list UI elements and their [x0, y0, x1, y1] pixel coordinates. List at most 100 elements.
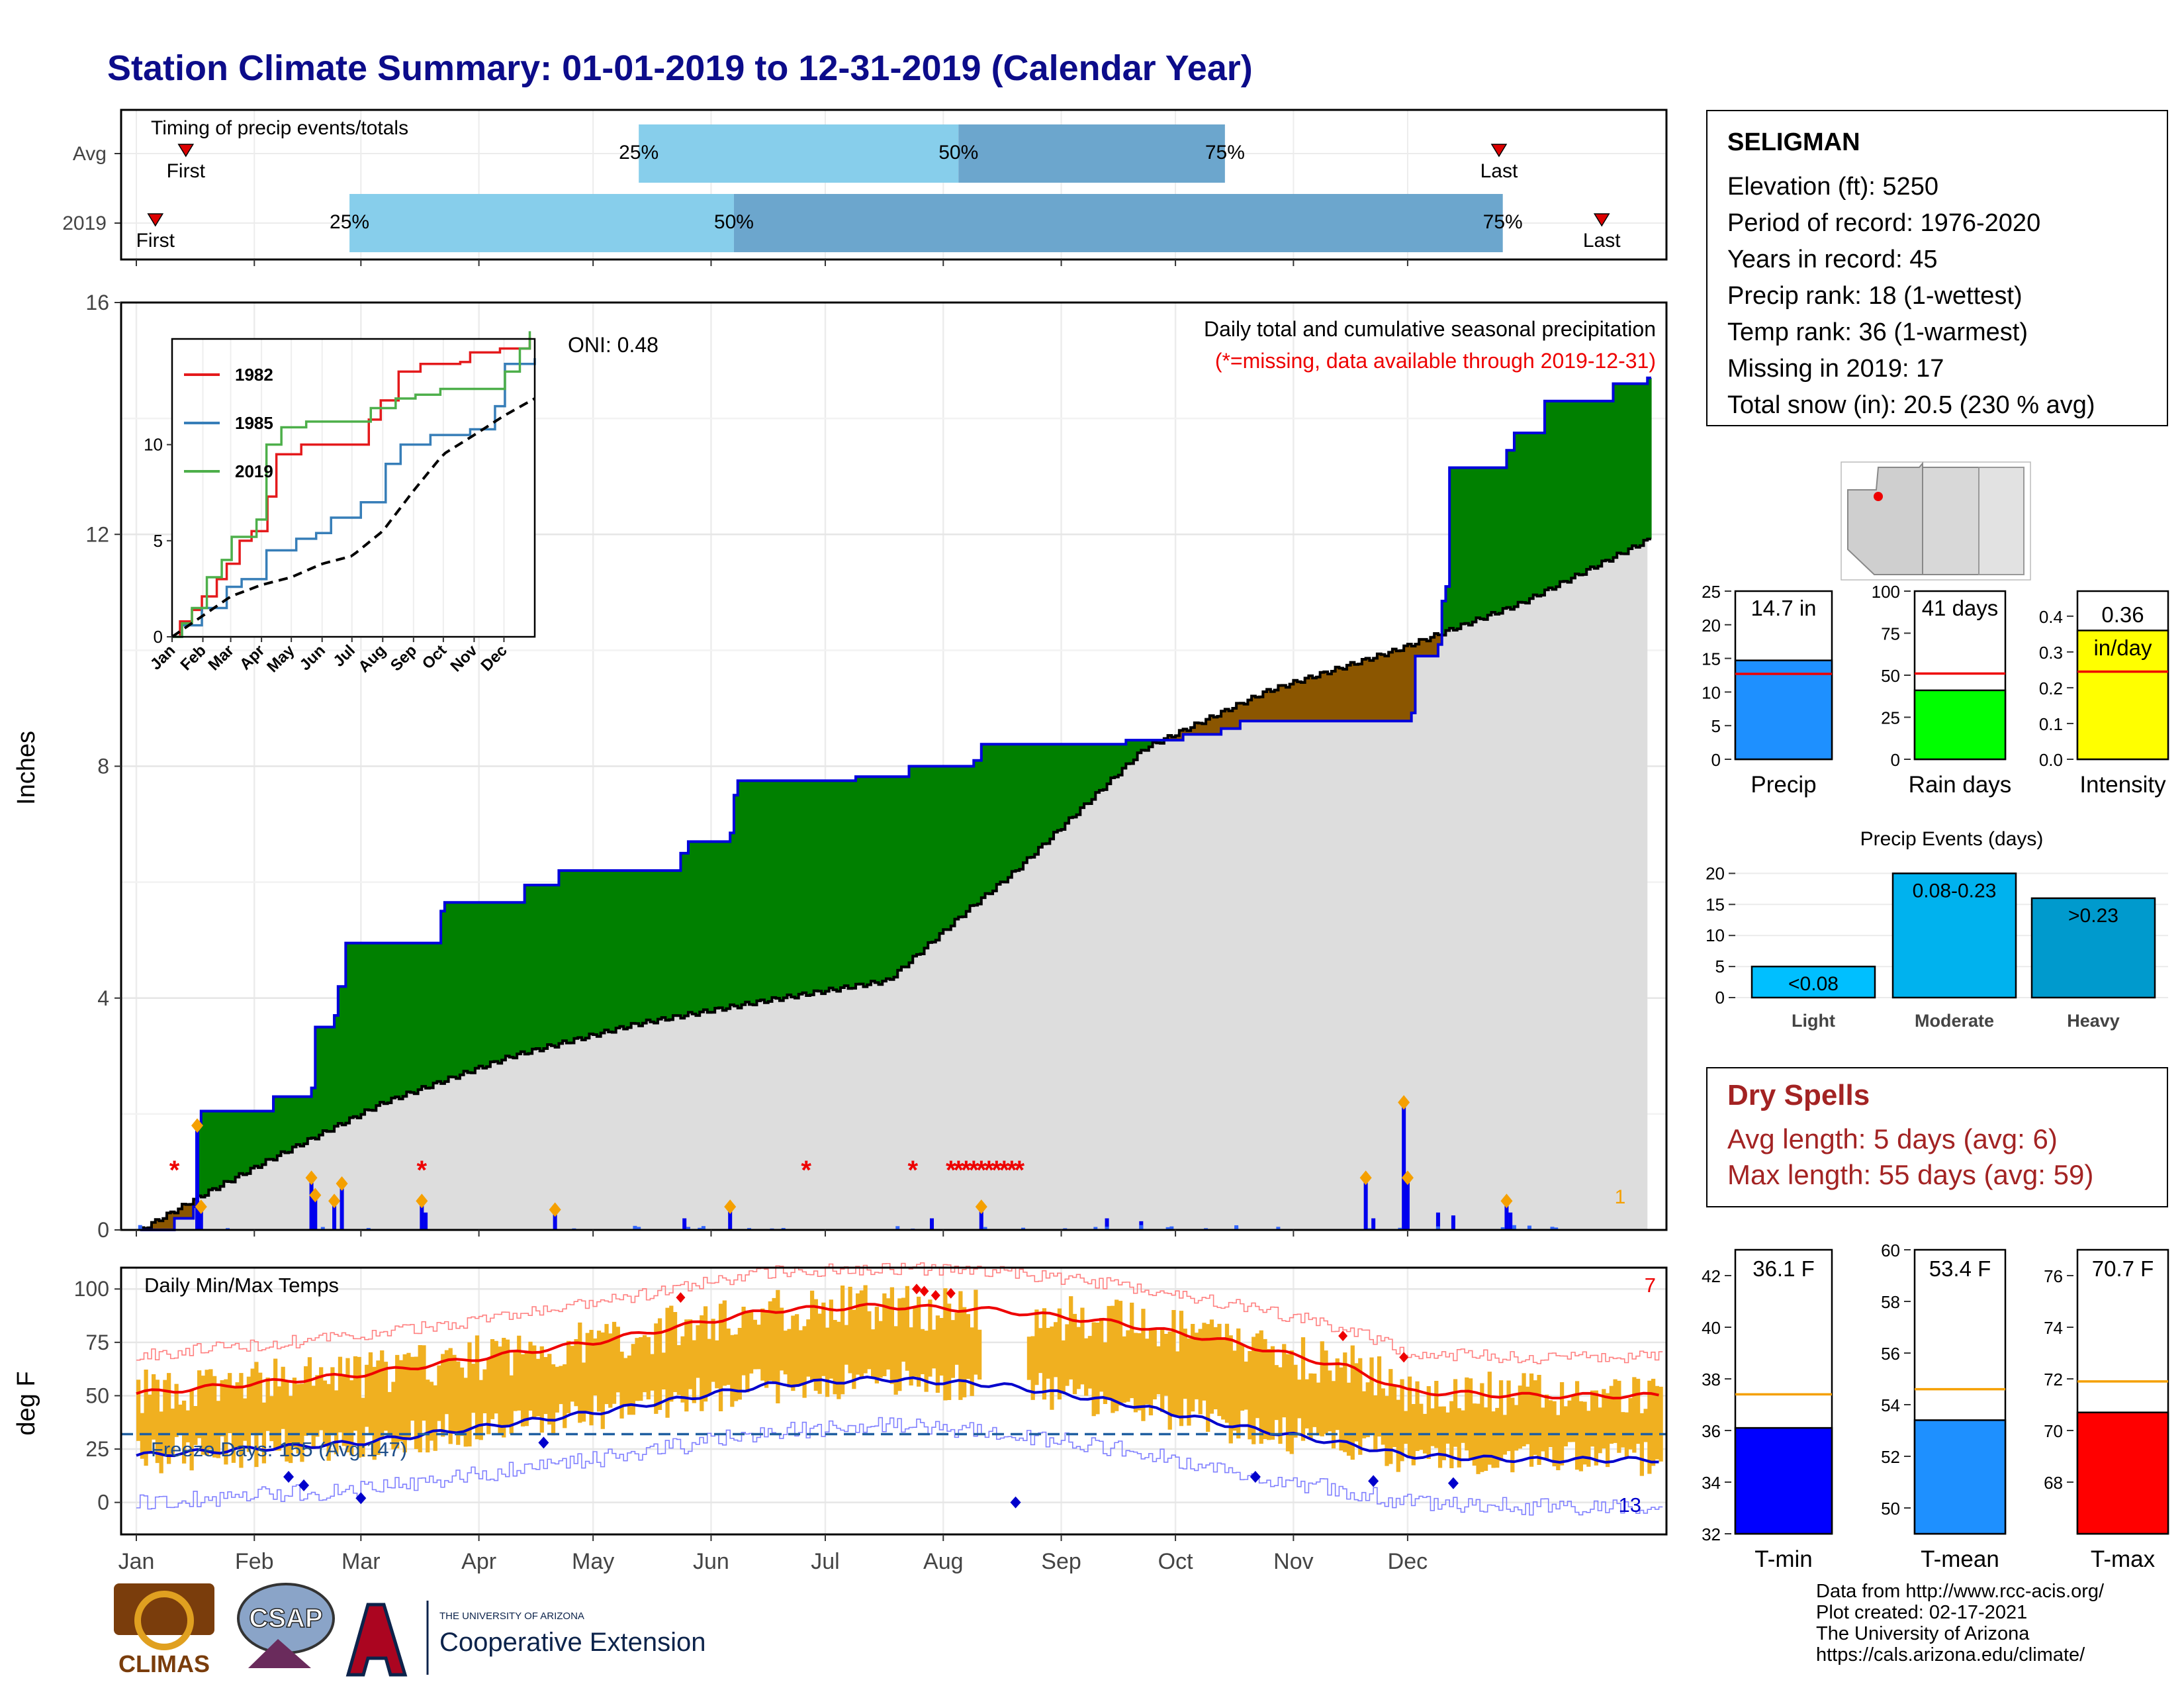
tmax-summary-tick-label: 70 [2044, 1421, 2063, 1441]
daily-precip-bar [979, 1206, 983, 1230]
credits: Data from http://www.rcc-acis.org/ Plot … [1816, 1581, 2104, 1665]
daily-precip-bar [1512, 1225, 1516, 1230]
rain-days-summary-tick-label: 25 [1881, 708, 1900, 728]
daily-precip-bar [1276, 1227, 1281, 1230]
first-event-label: First [136, 230, 175, 252]
snow-marker [336, 1176, 348, 1191]
station-snow: Total snow (in): 20.5 (230 % avg) [1727, 391, 2095, 419]
snow-marker [1500, 1194, 1513, 1209]
texas-shape [1978, 467, 2025, 575]
precip-summary-bar [1734, 659, 1833, 761]
tmax-summary-tick-label: 76 [2044, 1266, 2063, 1286]
precip-event-bar [2030, 897, 2156, 999]
missing-day-marker: * [991, 1156, 1002, 1185]
month-label: Feb [235, 1549, 274, 1574]
daily-precip-bar [1402, 1102, 1406, 1230]
precip-event-bar [1891, 872, 2017, 999]
daily-precip-bar [332, 1201, 337, 1230]
daily-precip-bar [553, 1209, 557, 1230]
record-low-marker [1447, 1477, 1459, 1489]
precip-summary-tick-label: 5 [1711, 716, 1721, 736]
daily-precip-bar [728, 1206, 733, 1230]
daily-precip-bar [1405, 1178, 1410, 1230]
tmin-summary-value-label: 36.1 F [1752, 1256, 1815, 1281]
missing-day-marker: * [907, 1156, 918, 1185]
intensity-summary-tick-label: 0.3 [2039, 643, 2063, 663]
month-label: Jan [118, 1549, 155, 1574]
climas-logo-text: CLIMAS [118, 1650, 210, 1677]
csap-logo-mountain [248, 1639, 311, 1668]
timing-bar-q25-q50 [349, 194, 734, 252]
missing-day-marker: * [983, 1156, 994, 1185]
intensity-summary-bar [2076, 630, 2169, 761]
timing-pct-label: 25% [330, 211, 369, 233]
station-name: SELIGMAN [1727, 128, 1860, 156]
daily-precip-bar [1021, 1227, 1026, 1230]
station-years: Years in record: 45 [1727, 246, 1938, 273]
credit-plot-date: Plot created: 02-17-2021 [1816, 1602, 2028, 1623]
events-tick-label: 20 [1706, 863, 1725, 883]
tmean-summary-bar [1913, 1419, 2007, 1535]
precip-y-tick-label: 4 [97, 986, 109, 1010]
record-low-marker [1010, 1496, 1021, 1509]
precip-event-value: >0.23 [2068, 905, 2118, 927]
precip-event-value: 0.08-0.23 [1913, 880, 1997, 902]
missing-day-marker: * [976, 1156, 987, 1185]
timing-bar-q25-q50 [639, 124, 959, 183]
tmean-summary-tick-label: 50 [1881, 1499, 1900, 1519]
average-max-line [136, 1303, 1659, 1400]
climas-logo-ring [134, 1591, 194, 1650]
month-label: Aug [923, 1549, 964, 1574]
new-mexico-shape [1922, 467, 1979, 575]
events-tick-label: 15 [1706, 894, 1725, 914]
daily-precip-bar [420, 1201, 424, 1230]
rain-days-summary-axis-label: Rain days [1909, 772, 2012, 798]
precip-summary-tick-label: 20 [1702, 616, 1721, 635]
month-label: Dec [1388, 1549, 1428, 1574]
record-low-line [136, 1417, 1663, 1516]
record-high-marker [912, 1284, 922, 1295]
daily-precip-bar [320, 1227, 325, 1230]
credit-data-source: Data from http://www.rcc-acis.org/ [1816, 1581, 2105, 1602]
daily-precip-bar [313, 1195, 318, 1230]
ua-logo-small-text: THE UNIVERSITY OF ARIZONA [439, 1611, 584, 1622]
credit-university: The University of Arizona [1816, 1623, 2030, 1644]
below-average-area [140, 633, 1443, 1230]
station-missing: Missing in 2019: 17 [1727, 355, 1944, 383]
precip-summary-tick-label: 25 [1702, 582, 1721, 602]
daily-precip-bar [1550, 1227, 1555, 1230]
month-label: Jul [811, 1549, 839, 1574]
daily-precip-bar [1398, 1227, 1402, 1230]
events-tick-label: 10 [1706, 925, 1725, 945]
missing-day-marker: * [1007, 1156, 1017, 1185]
daily-precip-bar [1169, 1226, 1174, 1230]
month-label: Nov [1273, 1549, 1313, 1574]
daily-precip-bar [1105, 1227, 1109, 1230]
tmin-summary-tick-label: 42 [1702, 1266, 1721, 1286]
daily-precip-bar [1139, 1225, 1144, 1230]
record-high-marker [919, 1286, 929, 1297]
dry-spells-title: Dry Spells [1727, 1079, 1870, 1111]
daily-precip-bar [895, 1226, 900, 1230]
first-event-label: First [167, 160, 206, 182]
snow-marker [1359, 1170, 1372, 1186]
inset-y-tick-label: 10 [144, 435, 163, 455]
record-high-marker [946, 1288, 956, 1299]
missing-day-marker: * [417, 1156, 428, 1185]
precip-summary-axis-label: Precip [1751, 772, 1816, 798]
daily-precip-bar [195, 1125, 200, 1230]
month-label: Apr [461, 1549, 496, 1574]
tmean-summary-tick-label: 60 [1881, 1241, 1900, 1260]
intensity-summary-tick-label: 0.1 [2039, 714, 2063, 734]
snow-marker [1398, 1095, 1410, 1110]
intensity-summary-tick-label: 0.4 [2039, 607, 2063, 627]
snow-marker [975, 1199, 987, 1214]
tmean-summary-tick-label: 54 [1881, 1395, 1900, 1415]
intensity-summary-tick-label: 0.0 [2039, 750, 2063, 770]
record-high-count: 7 [1645, 1274, 1656, 1297]
daily-precip-bar [686, 1227, 690, 1230]
above-average-area [197, 377, 1652, 1197]
tmin-summary-tick-label: 36 [1702, 1421, 1721, 1441]
missing-day-marker: * [961, 1156, 972, 1185]
